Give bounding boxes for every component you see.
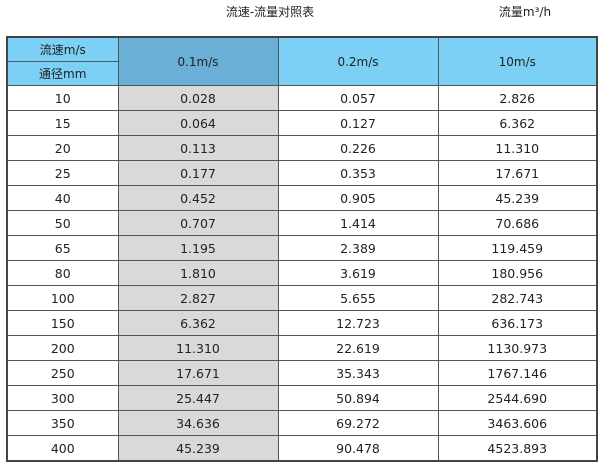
flow-cell: 0.057 bbox=[277, 85, 439, 111]
flow-cell: 2.826 bbox=[437, 85, 598, 111]
flow-cell: 34.636 bbox=[117, 410, 279, 436]
flow-cell: 0.353 bbox=[277, 160, 439, 186]
flow-cell: 0.452 bbox=[117, 185, 279, 211]
flow-cell: 69.272 bbox=[277, 410, 439, 436]
flow-cell: 2.827 bbox=[117, 285, 279, 311]
diameter-cell: 150 bbox=[6, 310, 119, 336]
diameter-cell: 200 bbox=[6, 335, 119, 361]
flow-cell: 180.956 bbox=[437, 260, 598, 286]
flow-cell: 11.310 bbox=[437, 135, 598, 161]
flow-cell: 5.655 bbox=[277, 285, 439, 311]
flow-cell: 2544.690 bbox=[437, 385, 598, 411]
flow-cell: 25.447 bbox=[117, 385, 279, 411]
flow-cell: 90.478 bbox=[277, 435, 439, 462]
flow-cell: 3.619 bbox=[277, 260, 439, 286]
table-row: 15 0.064 0.127 6.362 bbox=[6, 110, 598, 136]
diameter-cell: 50 bbox=[6, 210, 119, 236]
diameter-cell: 65 bbox=[6, 235, 119, 261]
flow-cell: 22.619 bbox=[277, 335, 439, 361]
flow-cell: 4523.893 bbox=[437, 435, 598, 462]
flow-cell: 35.343 bbox=[277, 360, 439, 386]
diameter-cell: 15 bbox=[6, 110, 119, 136]
flow-cell: 45.239 bbox=[437, 185, 598, 211]
column-header: 10m/s bbox=[437, 36, 598, 86]
diameter-cell: 80 bbox=[6, 260, 119, 286]
diameter-cell: 40 bbox=[6, 185, 119, 211]
flow-cell: 50.894 bbox=[277, 385, 439, 411]
flow-cell: 17.671 bbox=[437, 160, 598, 186]
table-row: 300 25.447 50.894 2544.690 bbox=[6, 385, 598, 411]
diameter-cell: 400 bbox=[6, 435, 119, 462]
flow-cell: 1767.146 bbox=[437, 360, 598, 386]
flow-cell: 0.113 bbox=[117, 135, 279, 161]
flow-cell: 0.064 bbox=[117, 110, 279, 136]
flow-rate-table: 流速m/s 0.1m/s 0.2m/s 10m/s 通径mm 10 0.028 0.… bbox=[6, 36, 598, 462]
table-row: 65 1.195 2.389 119.459 bbox=[6, 235, 598, 261]
flow-cell: 1.414 bbox=[277, 210, 439, 236]
velocity-header: 流速m/s bbox=[6, 36, 119, 62]
flow-cell: 6.362 bbox=[437, 110, 598, 136]
flow-cell: 45.239 bbox=[117, 435, 279, 462]
flow-cell: 0.177 bbox=[117, 160, 279, 186]
table-row: 100 2.827 5.655 282.743 bbox=[6, 285, 598, 311]
flow-cell: 1.195 bbox=[117, 235, 279, 261]
flow-cell: 1.810 bbox=[117, 260, 279, 286]
flow-cell: 3463.606 bbox=[437, 410, 598, 436]
diameter-cell: 10 bbox=[6, 85, 119, 111]
table-row: 350 34.636 69.272 3463.606 bbox=[6, 410, 598, 436]
flow-cell: 6.362 bbox=[117, 310, 279, 336]
flow-cell: 2.389 bbox=[277, 235, 439, 261]
table-row: 150 6.362 12.723 636.173 bbox=[6, 310, 598, 336]
diameter-cell: 250 bbox=[6, 360, 119, 386]
flow-cell: 0.226 bbox=[277, 135, 439, 161]
flow-cell: 0.028 bbox=[117, 85, 279, 111]
flow-cell: 282.743 bbox=[437, 285, 598, 311]
flow-cell: 0.127 bbox=[277, 110, 439, 136]
flow-cell: 70.686 bbox=[437, 210, 598, 236]
diameter-cell: 100 bbox=[6, 285, 119, 311]
table-row: 10 0.028 0.057 2.826 bbox=[6, 85, 598, 111]
table-title: 流速-流量对照表 bbox=[225, 5, 315, 19]
flow-cell: 636.173 bbox=[437, 310, 598, 336]
table-row: 20 0.113 0.226 11.310 bbox=[6, 135, 598, 161]
table-row: 400 45.239 90.478 4523.893 bbox=[6, 435, 598, 462]
flow-cell: 0.707 bbox=[117, 210, 279, 236]
diameter-header: 通径mm bbox=[6, 61, 119, 86]
table-row: 50 0.707 1.414 70.686 bbox=[6, 210, 598, 236]
flow-cell: 1130.973 bbox=[437, 335, 598, 361]
unit-label: 流量m³/h bbox=[498, 5, 552, 19]
diameter-cell: 20 bbox=[6, 135, 119, 161]
diameter-cell: 300 bbox=[6, 385, 119, 411]
table-row: 40 0.452 0.905 45.239 bbox=[6, 185, 598, 211]
flow-cell: 119.459 bbox=[437, 235, 598, 261]
flow-cell: 12.723 bbox=[277, 310, 439, 336]
table-row: 250 17.671 35.343 1767.146 bbox=[6, 360, 598, 386]
diameter-cell: 25 bbox=[6, 160, 119, 186]
column-header: 0.1m/s bbox=[117, 36, 279, 86]
diameter-cell: 350 bbox=[6, 410, 119, 436]
column-header: 0.2m/s bbox=[277, 36, 439, 86]
flow-cell: 11.310 bbox=[117, 335, 279, 361]
table-row: 200 11.310 22.619 1130.973 bbox=[6, 335, 598, 361]
flow-cell: 17.671 bbox=[117, 360, 279, 386]
flow-cell: 0.905 bbox=[277, 185, 439, 211]
table-row: 80 1.810 3.619 180.956 bbox=[6, 260, 598, 286]
table-row: 25 0.177 0.353 17.671 bbox=[6, 160, 598, 186]
